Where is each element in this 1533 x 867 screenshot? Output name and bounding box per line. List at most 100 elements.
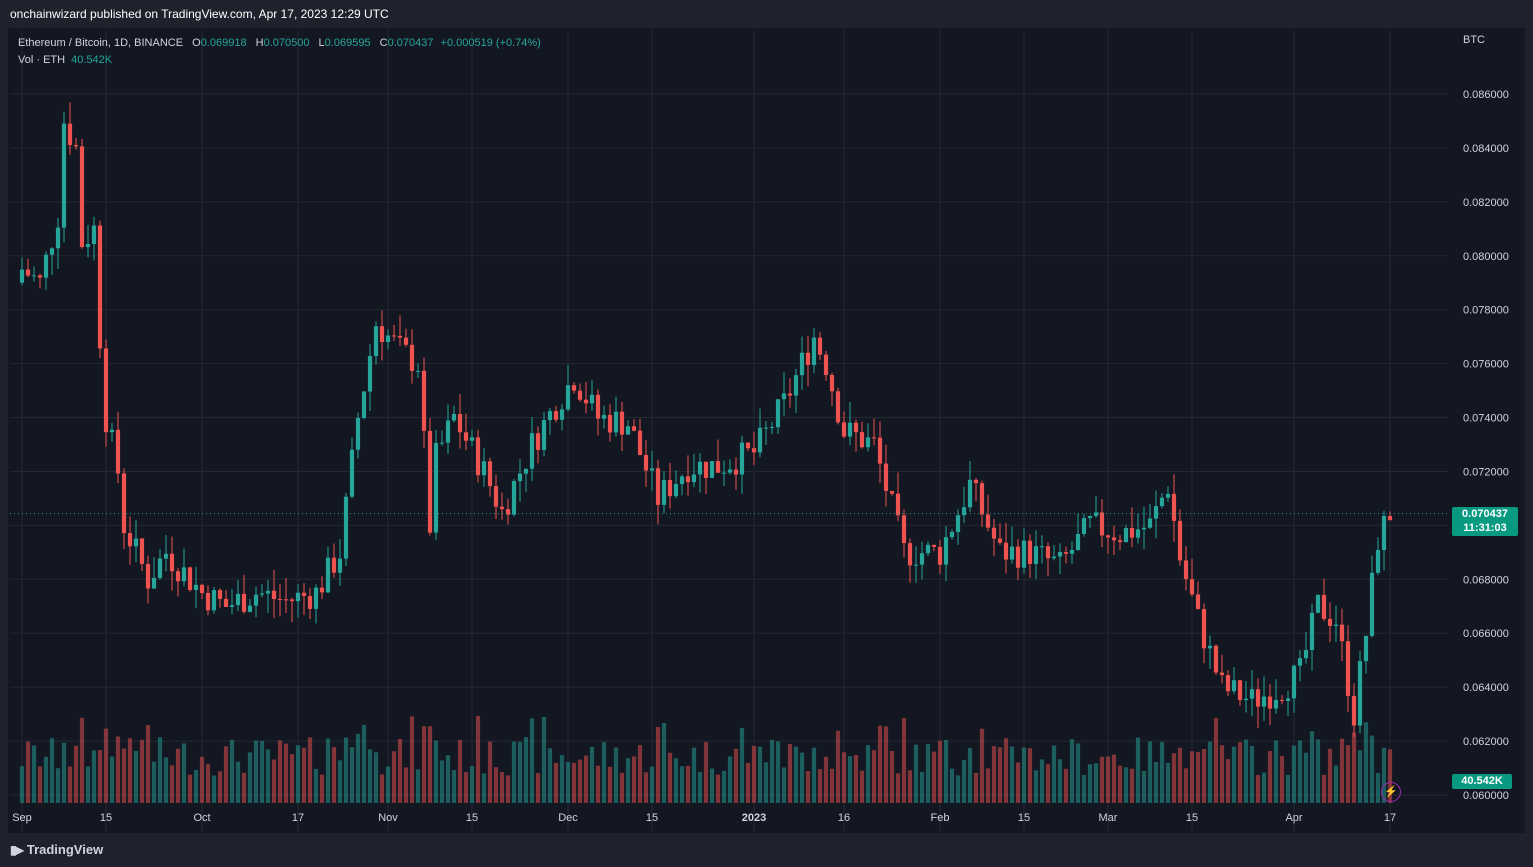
volume-bar bbox=[1231, 746, 1237, 803]
symbol-title[interactable]: Ethereum / Bitcoin, 1D, BINANCE bbox=[18, 37, 184, 49]
volume-bar bbox=[1003, 738, 1009, 803]
candle-body bbox=[181, 567, 187, 582]
candle-body bbox=[1153, 506, 1159, 519]
volume-bar bbox=[1225, 759, 1231, 803]
candle-body bbox=[409, 344, 415, 371]
volume-bar bbox=[913, 744, 919, 803]
volume-bar bbox=[619, 772, 625, 803]
candle-body bbox=[679, 476, 685, 485]
candle-body bbox=[715, 461, 721, 473]
volume-bar bbox=[889, 750, 895, 803]
candle-body bbox=[1339, 624, 1345, 642]
volume-bar bbox=[895, 773, 901, 803]
time-tick-label: 15 bbox=[1018, 812, 1030, 824]
volume-bar bbox=[961, 759, 967, 803]
open-label: O bbox=[192, 37, 201, 49]
volume-bar bbox=[937, 740, 943, 803]
volume-bar bbox=[487, 741, 493, 803]
candle-body bbox=[829, 374, 835, 392]
candle-body bbox=[625, 426, 631, 435]
volume-bar bbox=[751, 745, 757, 803]
candle-body bbox=[835, 391, 841, 423]
candle-body bbox=[1123, 527, 1129, 543]
candle-body bbox=[1243, 698, 1249, 701]
volume-bar bbox=[235, 761, 241, 803]
candle-body bbox=[367, 356, 373, 392]
volume-bar bbox=[865, 745, 871, 803]
candle-body bbox=[613, 411, 619, 433]
volume-bar bbox=[361, 724, 367, 803]
volume-label[interactable]: Vol · ETH bbox=[18, 54, 66, 66]
volume-bar bbox=[925, 744, 931, 803]
close-value: 0.070437 bbox=[387, 37, 434, 49]
volume-bar bbox=[1369, 735, 1375, 803]
volume-bar bbox=[475, 715, 481, 803]
volume-bar bbox=[73, 745, 79, 803]
low-value: 0.069595 bbox=[324, 37, 371, 49]
candle-body bbox=[1369, 572, 1375, 636]
candle-body bbox=[601, 414, 607, 419]
volume-bar bbox=[277, 740, 283, 803]
volume-bar bbox=[721, 770, 727, 803]
volume-bar bbox=[1315, 739, 1321, 803]
volume-bar bbox=[1111, 754, 1117, 803]
candle-body bbox=[1237, 680, 1243, 701]
candle-body bbox=[283, 599, 289, 601]
volume-bar bbox=[1033, 770, 1039, 803]
volume-bar bbox=[583, 755, 589, 803]
volume-bar bbox=[949, 768, 955, 803]
candle-body bbox=[541, 420, 547, 450]
volume-bar bbox=[523, 737, 529, 803]
time-tick-label: Nov bbox=[378, 812, 398, 824]
volume-bar bbox=[121, 748, 127, 803]
candle-body bbox=[337, 558, 343, 573]
time-tick-label: Dec bbox=[558, 812, 578, 824]
volume-bar bbox=[247, 752, 253, 803]
volume-bar bbox=[49, 738, 55, 803]
volume-bar bbox=[1159, 741, 1165, 803]
volume-bar bbox=[373, 752, 379, 803]
volume-bar bbox=[1147, 741, 1153, 803]
candle-body bbox=[79, 146, 85, 248]
volume-bar bbox=[631, 756, 637, 803]
candle-body bbox=[997, 538, 1003, 543]
candle-body bbox=[319, 587, 325, 593]
volume-bar bbox=[859, 770, 865, 803]
last-price-tag: 0.070437 11:31:03 bbox=[1452, 507, 1518, 536]
volume-bar bbox=[355, 733, 361, 803]
price-tick-label: 0.078000 bbox=[1463, 305, 1509, 317]
volume-bar bbox=[1339, 738, 1345, 803]
volume-bar bbox=[1201, 749, 1207, 803]
tradingview-brand[interactable]: ▮▶ TradingView bbox=[10, 842, 103, 857]
volume-bar bbox=[829, 768, 835, 803]
candle-body bbox=[241, 593, 247, 612]
candle-body bbox=[199, 584, 205, 593]
lightning-icon[interactable]: ⚡ bbox=[1381, 782, 1401, 802]
volume-bar bbox=[103, 728, 109, 803]
candle-body bbox=[169, 553, 175, 572]
volume-bar bbox=[451, 770, 457, 803]
volume-bar bbox=[67, 766, 73, 803]
volume-bar bbox=[919, 771, 925, 803]
candle-body bbox=[1045, 546, 1051, 559]
volume-bar bbox=[1327, 748, 1333, 803]
candle-body bbox=[1075, 533, 1081, 551]
volume-bar bbox=[1255, 774, 1261, 803]
time-tick-label: Sep bbox=[12, 812, 32, 824]
candle-body bbox=[865, 437, 871, 448]
volume-bar bbox=[1087, 764, 1093, 803]
candle-body bbox=[127, 533, 133, 547]
candle-body bbox=[289, 599, 295, 602]
candle-body bbox=[163, 553, 169, 559]
volume-bar bbox=[1183, 768, 1189, 803]
candle-body bbox=[1381, 515, 1387, 551]
candle-body bbox=[211, 590, 217, 611]
candle-body bbox=[1009, 546, 1015, 560]
volume-bar bbox=[37, 766, 43, 803]
candle-body bbox=[667, 480, 673, 497]
candle-body bbox=[217, 590, 223, 599]
volume-bar bbox=[835, 730, 841, 803]
volume-bar bbox=[19, 766, 25, 803]
volume-bar bbox=[325, 738, 331, 803]
